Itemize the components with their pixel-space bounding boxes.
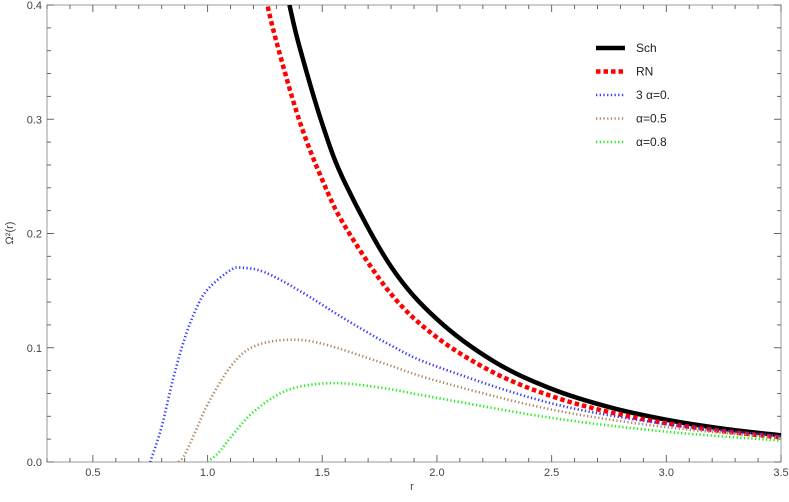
series-line [206, 381, 781, 462]
x-tick-label: 0.5 [85, 467, 100, 479]
x-tick-label: 2.5 [544, 467, 559, 479]
x-axis-label: r [410, 481, 414, 493]
x-tick-labels: 0.5 1.0 1.5 2.0 2.5 3.0 3.5 [85, 467, 788, 479]
legend-label: 3 α=0. [636, 88, 670, 102]
legend-label: α=0.8 [636, 135, 667, 149]
y-tick-labels: 0.0 0.1 0.2 0.3 0.4 [27, 0, 42, 469]
series-line [265, 5, 781, 440]
x-tick-label: 3.0 [659, 467, 674, 479]
series-lines [148, 5, 781, 462]
series-line [177, 338, 781, 462]
x-tick-label: 2.0 [429, 467, 444, 479]
y-tick-label: 0.1 [27, 343, 42, 355]
y-tick-label: 0.2 [27, 229, 42, 241]
y-tick-label: 0.4 [27, 0, 42, 12]
legend-label: RN [636, 65, 653, 79]
series-line [148, 266, 781, 462]
axis-ticks [46, 4, 782, 463]
y-tick-label: 0.3 [27, 114, 42, 126]
x-tick-label: 3.5 [773, 467, 788, 479]
x-tick-label: 1.5 [315, 467, 330, 479]
x-tick-label: 1.0 [200, 467, 215, 479]
y-axis-label: Ω²(r) [4, 222, 16, 245]
y-tick-label: 0.0 [27, 457, 42, 469]
legend: Sch RN 3 α=0. α=0.5 α=0.8 [596, 41, 670, 149]
legend-label: α=0.5 [636, 112, 667, 126]
series-line [287, 5, 781, 438]
legend-label: Sch [636, 41, 657, 55]
